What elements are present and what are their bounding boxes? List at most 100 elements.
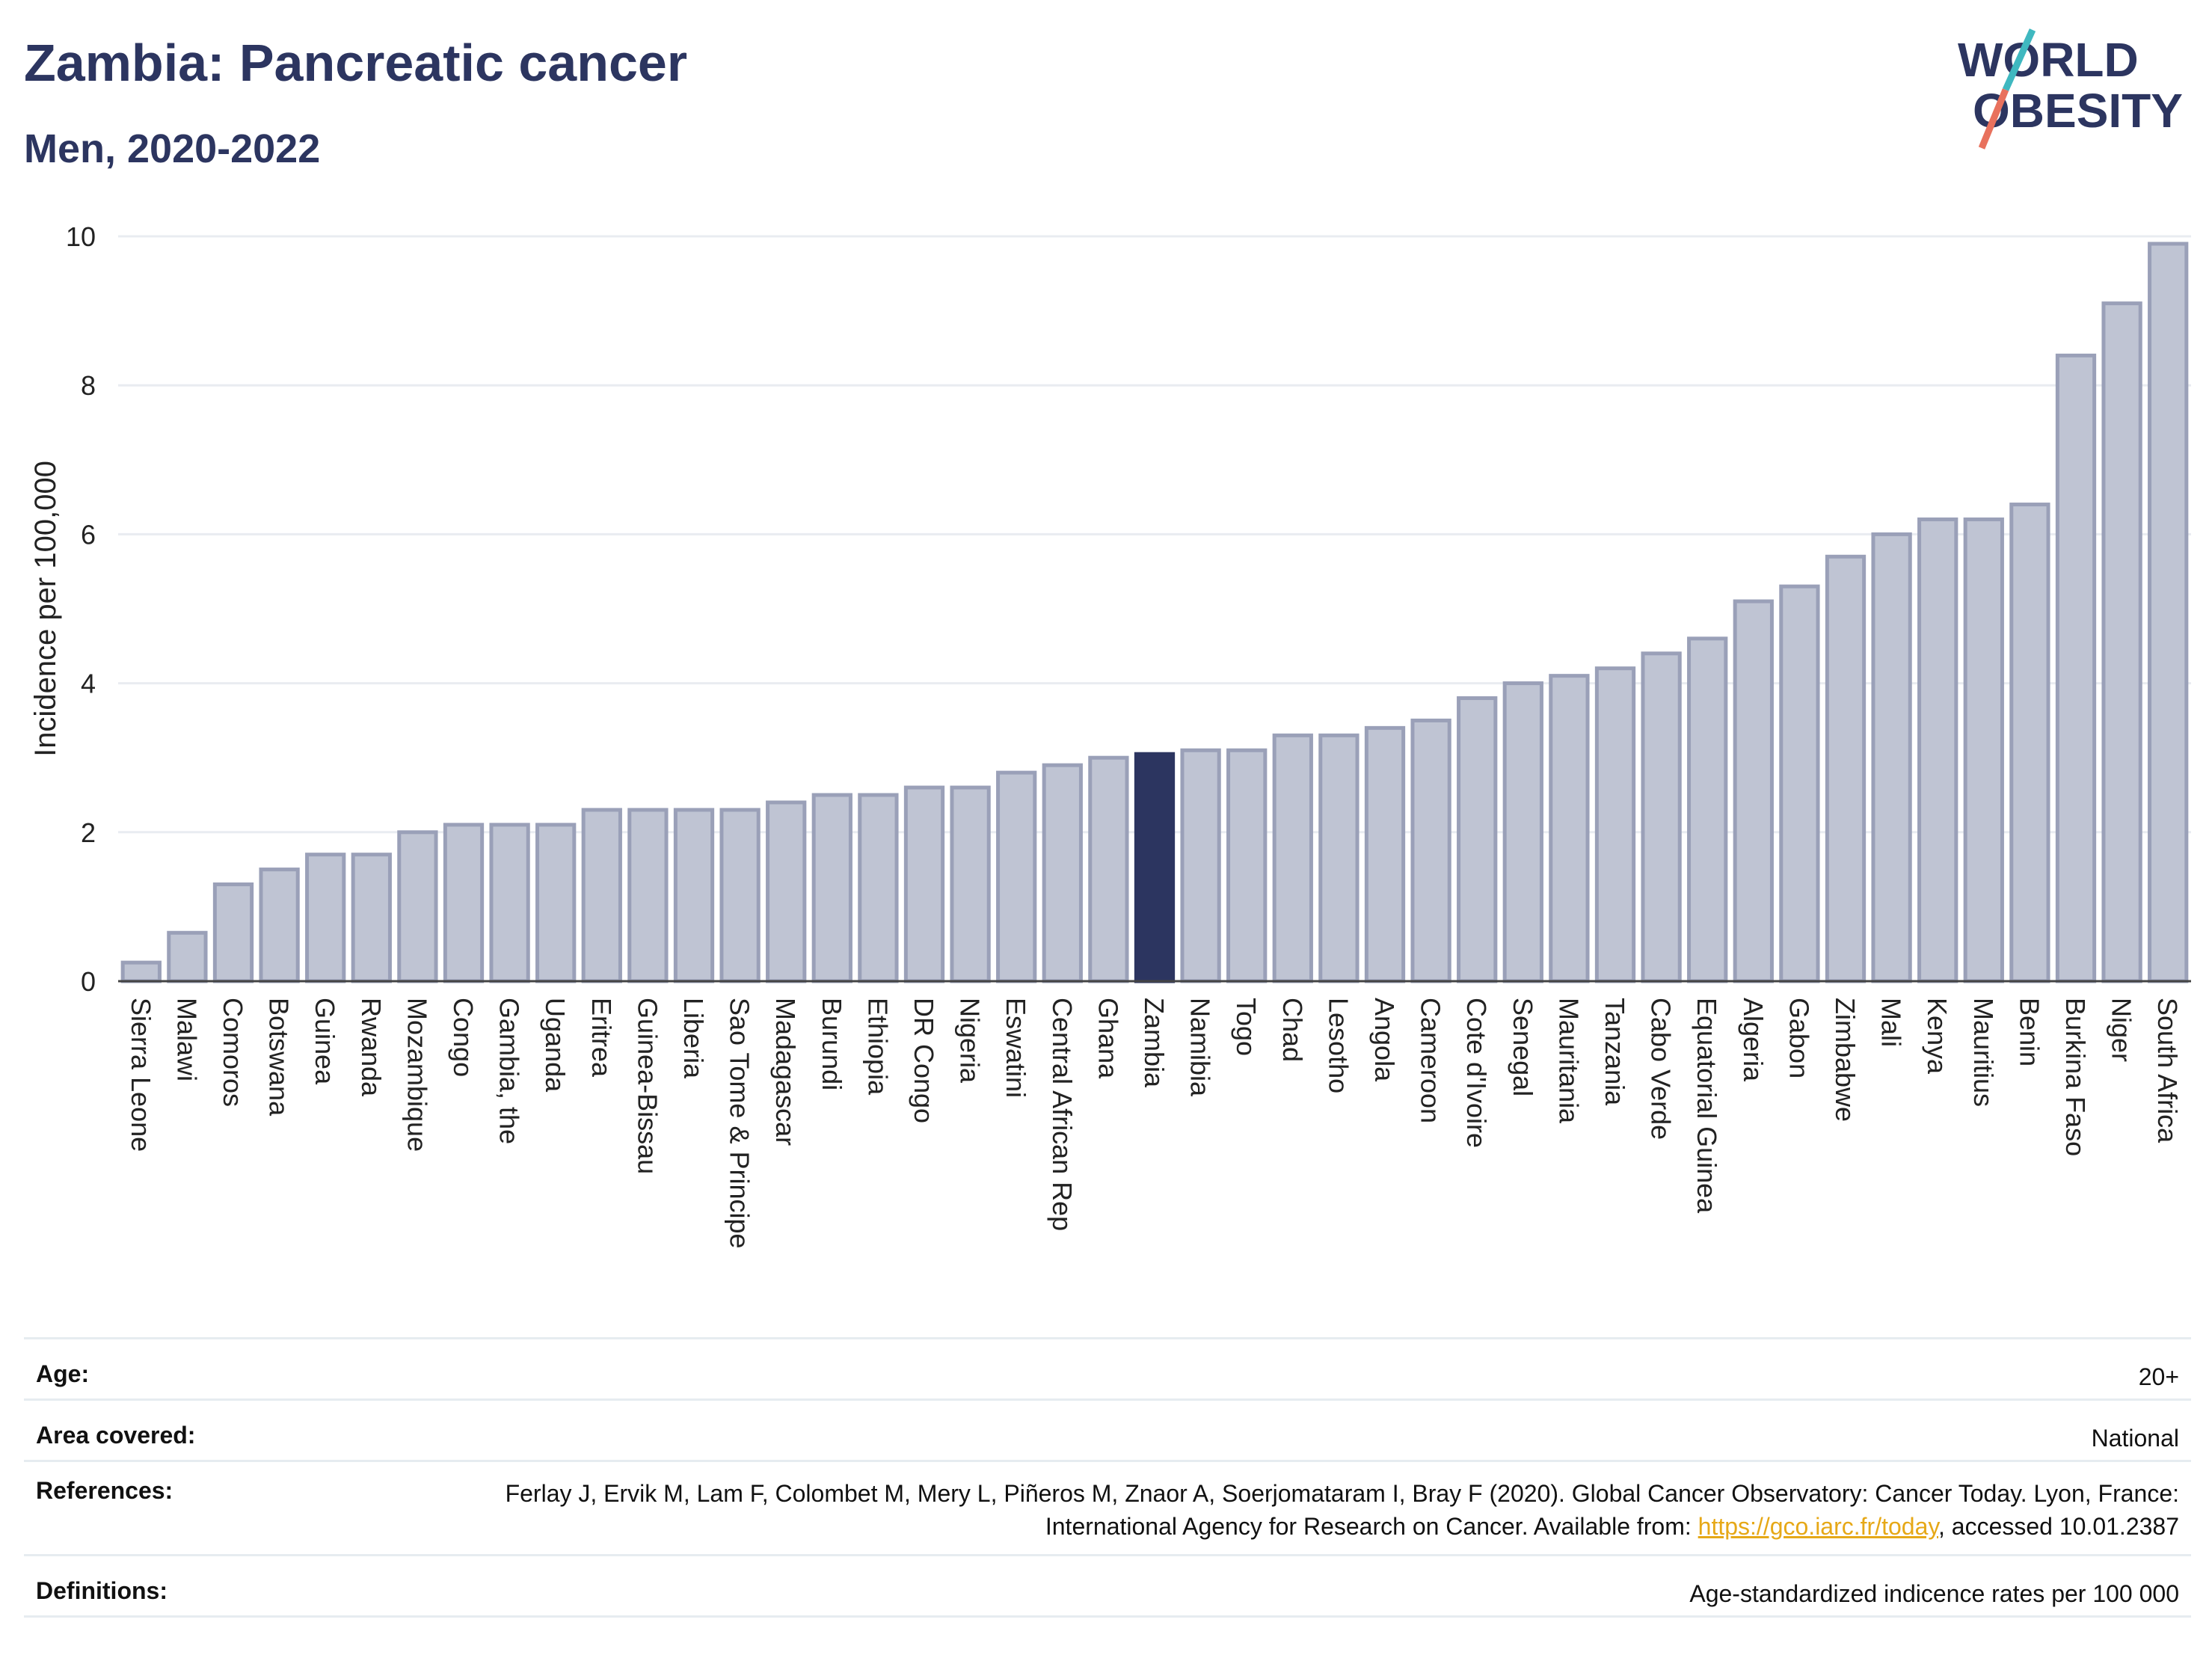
category-label: Cote d'Ivoire <box>1461 998 1492 1148</box>
bar <box>950 785 991 983</box>
chart-subtitle: Men, 2020-2022 <box>24 126 321 171</box>
info-table: Age: 20+ Area covered: National Referenc… <box>24 1337 2191 1618</box>
bar <box>1042 763 1083 983</box>
category-label: Mali <box>1876 998 1907 1047</box>
bar <box>1318 733 1360 983</box>
category-label: Guinea <box>310 998 340 1085</box>
references-value: Ferlay J, Ervik M, Lam F, Colombet M, Me… <box>459 1477 2179 1543</box>
category-label: Zambia <box>1139 998 1170 1088</box>
bar <box>903 785 945 983</box>
category-label: Burundi <box>817 998 847 1090</box>
bar <box>489 823 530 983</box>
category-label: Eswatini <box>1001 998 1031 1098</box>
category-label: Ethiopia <box>862 998 893 1096</box>
y-axis-title: Incidence per 100,000 <box>29 461 62 757</box>
bar <box>811 793 852 983</box>
bar <box>1733 599 1774 983</box>
bar <box>1226 748 1268 983</box>
bar <box>2009 503 2050 983</box>
category-labels: Sierra Leone Malawi Comoros Botswana Guinea R… <box>126 998 2183 1249</box>
info-row-definitions: Definitions: Age-standardized indicence … <box>24 1556 2191 1618</box>
bar <box>535 823 577 983</box>
definitions-value: Age-standardized indicence rates per 100… <box>1689 1580 2179 1607</box>
y-tick-label: 6 <box>81 519 96 550</box>
bar <box>1410 718 1451 983</box>
y-tick-label: 4 <box>81 669 96 699</box>
bar <box>1502 681 1543 983</box>
category-label: Congo <box>448 998 479 1077</box>
category-label: Gabon <box>1784 998 1814 1078</box>
y-tick-labels: 0 2 4 6 8 10 <box>66 221 96 997</box>
category-label: Madagascar <box>770 998 801 1146</box>
info-row-references: References: Ferlay J, Ervik M, Lam F, Co… <box>24 1462 2191 1556</box>
references-suffix: , accessed 10.01.2387 <box>1938 1513 2179 1540</box>
bar <box>1457 696 1498 983</box>
bar <box>1088 755 1129 983</box>
category-label: Liberia <box>678 998 709 1079</box>
info-row-area: Area covered: National <box>24 1401 2191 1462</box>
category-label: DR Congo <box>909 998 939 1123</box>
bar <box>673 808 715 983</box>
category-label: Namibia <box>1185 998 1216 1097</box>
category-label: Mozambique <box>402 998 432 1152</box>
category-label: Lesotho <box>1323 998 1354 1093</box>
bar <box>212 882 254 983</box>
category-label: Gambia, the <box>494 998 525 1144</box>
category-label: Angola <box>1369 998 1400 1082</box>
bar <box>120 960 162 983</box>
category-label: Rwanda <box>356 998 387 1097</box>
bar <box>1779 584 1820 983</box>
category-label: Niger <box>2107 998 2137 1062</box>
bar <box>167 930 208 983</box>
category-label: South Africa <box>2152 998 2183 1143</box>
bars <box>120 242 2189 983</box>
logo-slash-coral <box>1978 88 2009 150</box>
bar <box>627 808 669 983</box>
category-label: Burkina Faso <box>2060 998 2091 1156</box>
age-label: Age: <box>36 1360 90 1387</box>
bar <box>397 830 438 983</box>
category-label: Zimbabwe <box>1830 998 1861 1122</box>
definitions-label: Definitions: <box>36 1577 168 1604</box>
bar <box>1180 748 1221 983</box>
bar <box>719 808 761 983</box>
logo-slash-teal <box>2002 28 2036 91</box>
bar <box>305 853 346 983</box>
category-label: Central African Rep <box>1047 998 1078 1231</box>
bar <box>259 868 300 983</box>
bar-highlight <box>1134 752 1176 983</box>
bar <box>1594 666 1636 983</box>
world-obesity-logo: WORLD OBESITY <box>1958 28 2183 150</box>
chart-title: Zambia: Pancreatic cancer <box>24 34 688 92</box>
category-label: Algeria <box>1738 998 1769 1082</box>
bar <box>1963 517 2004 983</box>
category-label: Kenya <box>1922 998 1953 1075</box>
references-label: References: <box>36 1477 173 1504</box>
category-label: Mauritania <box>1553 998 1584 1124</box>
bar <box>1549 674 1590 983</box>
bar <box>1272 733 1313 983</box>
category-label: Togo <box>1231 998 1262 1056</box>
area-label: Area covered: <box>36 1422 196 1449</box>
category-label: Eritrea <box>586 998 617 1078</box>
bar-chart: 0 2 4 6 8 10 Sierra Leone Malawi Comoros Botswan… <box>29 221 2191 1249</box>
area-value: National <box>2091 1425 2179 1452</box>
bar <box>443 823 485 983</box>
bar <box>858 793 899 983</box>
category-label: Sierra Leone <box>126 998 156 1152</box>
y-tick-label: 8 <box>81 370 96 401</box>
age-value: 20+ <box>2138 1363 2179 1390</box>
category-label: Cameroon <box>1416 998 1446 1123</box>
category-label: Nigeria <box>955 998 986 1084</box>
category-label: Comoros <box>218 998 248 1107</box>
category-label: Equatorial Guinea <box>1692 998 1722 1214</box>
references-text: Ferlay J, Ervik M, Lam F, Colombet M, Me… <box>505 1480 2179 1540</box>
category-label: Malawi <box>171 998 202 1081</box>
bar <box>581 808 622 983</box>
category-label: Tanzania <box>1600 998 1630 1106</box>
category-label: Botswana <box>264 998 295 1117</box>
bar <box>1825 554 1867 983</box>
category-label: Benin <box>2014 998 2044 1066</box>
references-link[interactable]: https://gco.iarc.fr/today <box>1698 1513 1938 1540</box>
logo-word-world: WORLD <box>1958 33 2139 87</box>
